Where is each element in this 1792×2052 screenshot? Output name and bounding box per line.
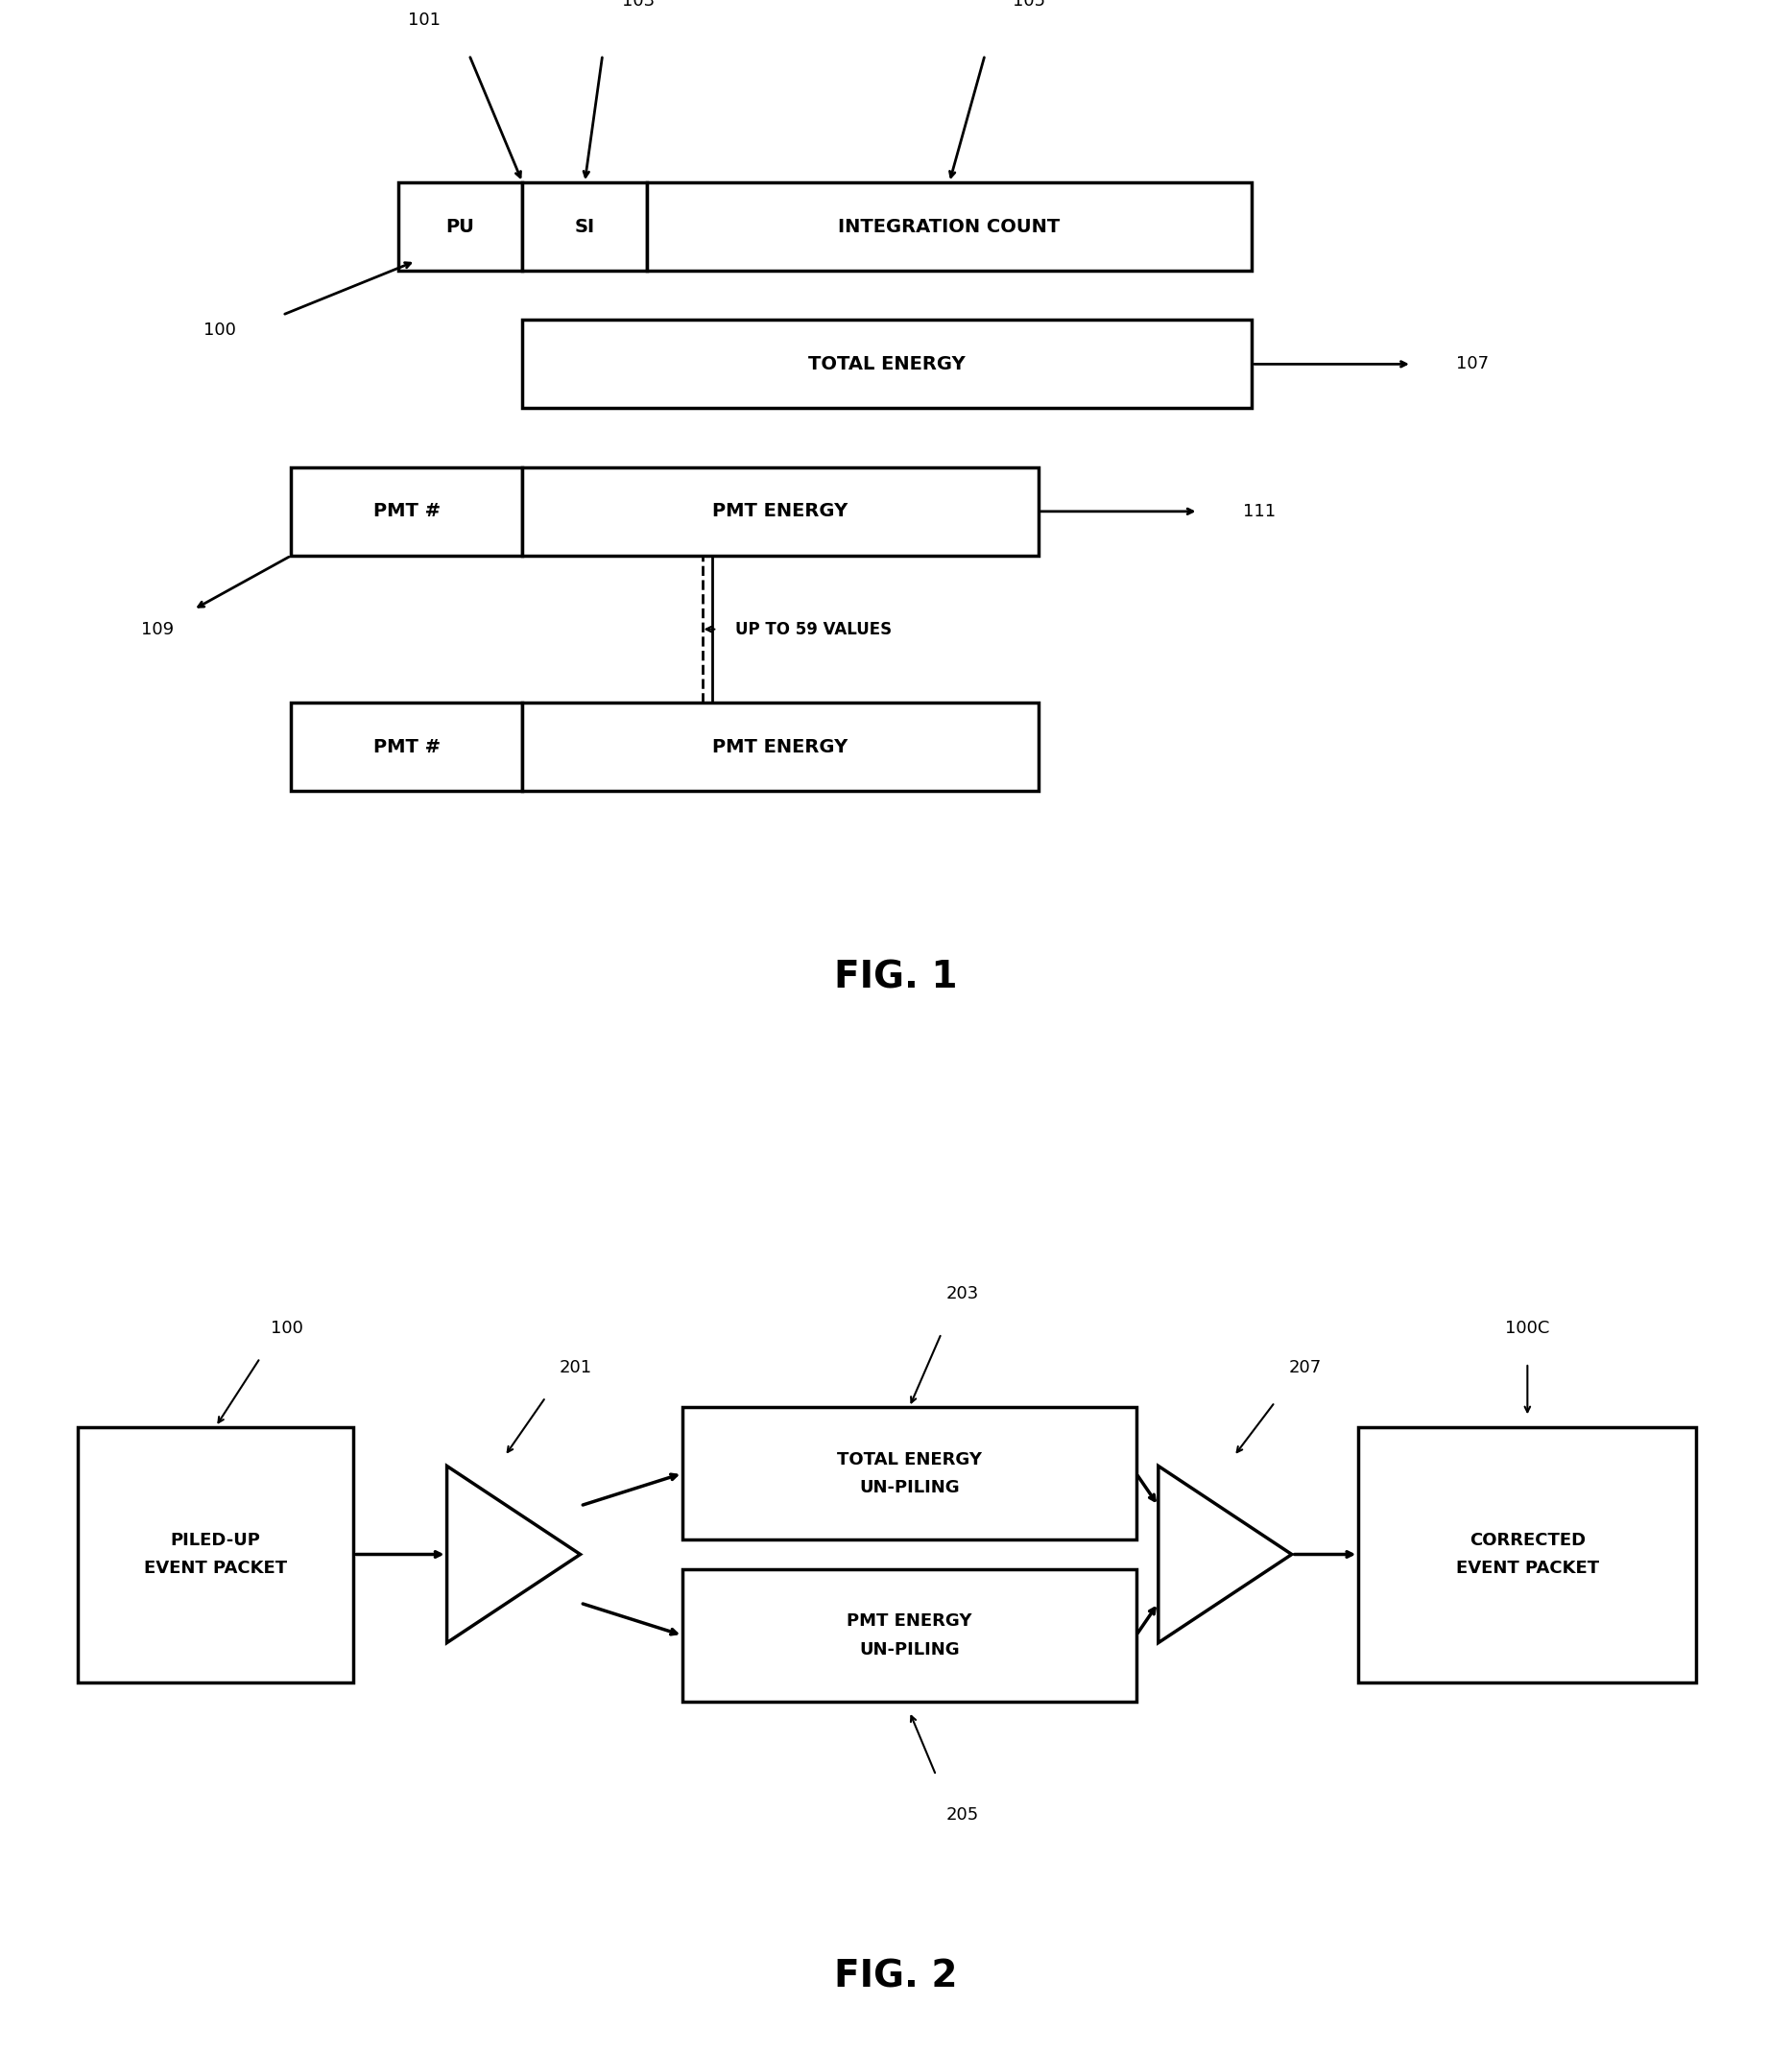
Text: INTEGRATION COUNT: INTEGRATION COUNT <box>839 218 1061 236</box>
Text: PMT ENERGY: PMT ENERGY <box>713 739 848 757</box>
Text: 201: 201 <box>559 1358 591 1377</box>
FancyBboxPatch shape <box>647 183 1253 271</box>
Text: 109: 109 <box>142 620 174 638</box>
Text: 203: 203 <box>946 1285 978 1303</box>
Text: PMT #: PMT # <box>373 739 441 757</box>
FancyBboxPatch shape <box>398 183 523 271</box>
Text: 111: 111 <box>1244 503 1276 519</box>
Text: PILED-UP
EVENT PACKET: PILED-UP EVENT PACKET <box>143 1531 287 1578</box>
Text: PMT ENERGY
UN-PILING: PMT ENERGY UN-PILING <box>846 1613 971 1658</box>
FancyBboxPatch shape <box>1358 1426 1697 1683</box>
Text: TOTAL ENERGY: TOTAL ENERGY <box>808 355 966 373</box>
Text: FIG. 2: FIG. 2 <box>835 1958 957 1995</box>
Text: UP TO 59 VALUES: UP TO 59 VALUES <box>735 620 892 638</box>
Text: 105: 105 <box>1012 0 1047 10</box>
Text: PMT ENERGY: PMT ENERGY <box>713 503 848 521</box>
Text: 107: 107 <box>1457 355 1489 373</box>
Text: 101: 101 <box>409 12 441 29</box>
Text: 100C: 100C <box>1505 1319 1550 1338</box>
Text: 100: 100 <box>271 1319 303 1338</box>
Text: PU: PU <box>446 218 475 236</box>
Text: FIG. 1: FIG. 1 <box>835 960 957 995</box>
Text: 205: 205 <box>946 1806 978 1824</box>
FancyBboxPatch shape <box>77 1426 353 1683</box>
Text: 207: 207 <box>1288 1358 1321 1377</box>
FancyBboxPatch shape <box>683 1408 1136 1539</box>
FancyBboxPatch shape <box>292 468 523 556</box>
Text: TOTAL ENERGY
UN-PILING: TOTAL ENERGY UN-PILING <box>837 1451 982 1496</box>
FancyBboxPatch shape <box>523 320 1253 408</box>
FancyBboxPatch shape <box>683 1570 1136 1701</box>
FancyBboxPatch shape <box>523 183 647 271</box>
Text: 100: 100 <box>204 320 237 339</box>
FancyBboxPatch shape <box>523 468 1038 556</box>
Text: 103: 103 <box>622 0 654 10</box>
Text: CORRECTED
EVENT PACKET: CORRECTED EVENT PACKET <box>1455 1531 1598 1578</box>
Text: PMT #: PMT # <box>373 503 441 521</box>
Text: SI: SI <box>575 218 595 236</box>
FancyBboxPatch shape <box>523 704 1038 792</box>
FancyBboxPatch shape <box>292 704 523 792</box>
